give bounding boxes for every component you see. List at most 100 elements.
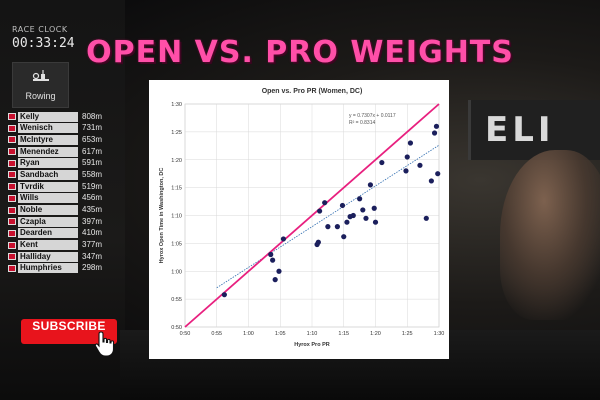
data-point	[325, 224, 331, 230]
athlete-name: Dearden	[18, 228, 78, 239]
athlete-name: Kent	[18, 240, 78, 251]
flag-icon	[8, 113, 16, 120]
data-point	[360, 207, 366, 213]
data-point	[371, 205, 377, 211]
athlete-distance: 347m	[82, 251, 103, 261]
data-point	[435, 171, 441, 177]
flag-icon	[8, 124, 16, 132]
data-point	[339, 202, 346, 209]
data-point	[322, 200, 328, 206]
athlete-distance: 435m	[82, 205, 103, 214]
trendline	[216, 144, 440, 289]
data-point	[350, 212, 356, 219]
data-point	[280, 236, 287, 242]
leaderboard-row: Halliday 347m	[8, 251, 114, 263]
background-sign-text: ELI	[485, 110, 555, 150]
athlete-name: Noble	[18, 205, 78, 215]
station-card: Rowing	[12, 62, 69, 108]
subscribe-label: SUBSCRIBE	[32, 319, 106, 333]
trendline-equation: y = 0.7307x + 0.0117	[349, 113, 396, 119]
athlete-distance: 653m	[82, 134, 103, 144]
y-tick-label: 1:30	[171, 102, 182, 108]
x-tick-label: 1:05	[275, 331, 286, 337]
y-tick-label: 1:10	[171, 214, 182, 220]
y-tick-label: 0:50	[171, 325, 182, 331]
scatter-chart: 0:500:50 0:55 0:55 1:00 1:00 1:05 1:05 1:10 1:10…	[159, 88, 445, 348]
leaderboard-row: McIntyre 653m	[8, 134, 114, 146]
data-point	[431, 130, 438, 136]
page-title: OPEN VS. PRO WEIGHTS	[86, 35, 514, 70]
leaderboard: Kelly 808m Wenisch 731m McIntyre 653m Menendez…	[8, 111, 114, 275]
leaderboard-row: Czapla 397m	[8, 216, 114, 228]
y-tick-label: 1:15	[171, 186, 182, 192]
athlete-name: McIntyre	[18, 134, 78, 145]
trendline-r-squared: R² = 0.8314	[349, 120, 375, 126]
athlete-distance: 617m	[82, 146, 103, 156]
flag-icon	[8, 264, 16, 272]
data-point	[341, 234, 347, 240]
flag-icon	[8, 136, 16, 144]
athlete-name: Tvrdik	[18, 181, 78, 192]
y-tick-label: 1:00	[171, 269, 182, 275]
leaderboard-row: Wills 456m	[8, 193, 114, 205]
leaderboard-row: Humphries 298m	[8, 263, 114, 275]
athlete-distance: 377m	[82, 240, 103, 250]
leaderboard-row: Sandbach 558m	[8, 169, 114, 181]
rowing-machine-icon	[32, 70, 49, 81]
flag-icon	[8, 171, 16, 179]
data-point	[317, 208, 323, 214]
athlete-name: Sandbach	[18, 169, 78, 180]
x-tick-label: 1:20	[370, 331, 381, 337]
flag-icon	[8, 218, 16, 226]
flag-icon	[8, 229, 16, 237]
x-tick-label: 0:55	[211, 331, 222, 337]
race-clock-label: RACE CLOCK	[12, 25, 68, 34]
athlete-distance: 591m	[82, 158, 103, 168]
y-tick-label: 1:20	[171, 158, 182, 164]
data-point	[433, 123, 440, 129]
background-athlete	[500, 150, 600, 320]
y-tick-label: 1:05	[171, 241, 182, 247]
identity-line	[184, 103, 440, 328]
x-tick-label: 1:30	[434, 331, 445, 337]
leaderboard-row: Menendez 617m	[8, 146, 114, 158]
leaderboard-row: Dearden 410m	[8, 228, 114, 240]
flag-icon	[8, 194, 16, 202]
athlete-distance: 298m	[82, 263, 103, 273]
data-point	[379, 159, 385, 166]
flag-icon	[8, 253, 16, 261]
athlete-distance: 397m	[82, 216, 103, 226]
athlete-name: Wenisch	[18, 123, 78, 134]
athlete-name: Humphries	[18, 263, 78, 274]
athlete-distance: 519m	[82, 181, 103, 191]
data-point	[403, 168, 409, 174]
data-point	[272, 277, 278, 283]
data-point	[221, 292, 227, 298]
athlete-distance: 456m	[82, 193, 103, 203]
data-point	[428, 178, 434, 184]
y-tick-label: 0:55	[171, 297, 182, 303]
x-axis-label: Hyrox Pro PR	[294, 342, 329, 348]
data-point	[363, 215, 369, 221]
flag-icon	[8, 148, 16, 156]
data-point	[407, 140, 414, 146]
data-point	[404, 154, 410, 160]
data-point	[417, 162, 423, 168]
athlete-name: Czapla	[18, 216, 78, 227]
leaderboard-row: Kent 377m	[8, 240, 114, 252]
data-point	[270, 257, 276, 263]
data-point	[357, 196, 363, 202]
chart-title: Open vs. Pro PR (Women, DC)	[262, 88, 363, 95]
athlete-name: Kelly	[18, 111, 78, 122]
x-tick-label: 0:50	[180, 331, 191, 337]
data-point	[367, 182, 374, 188]
data-point	[315, 239, 321, 245]
x-tick-label: 1:15	[338, 331, 349, 337]
data-point	[372, 219, 379, 225]
scatter-chart-card: 0:50 0:50 0:55 0:55 1:00 1:00 1:05 1:05 1:10 1:10…	[149, 80, 449, 359]
x-tick-label: 1:25	[402, 331, 413, 337]
leaderboard-row: Wenisch 731m	[8, 123, 114, 135]
athlete-distance: 731m	[82, 123, 103, 133]
race-clock-time: 00:33:24	[12, 36, 75, 51]
